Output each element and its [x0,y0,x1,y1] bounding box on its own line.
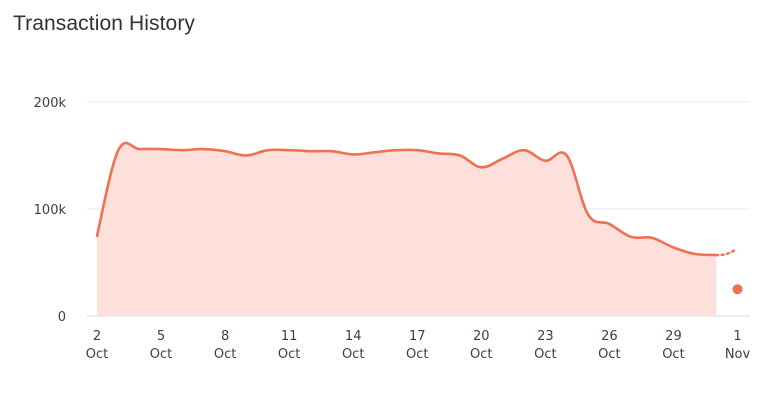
series-area [97,142,717,316]
x-tick-day: 11 [281,329,298,344]
area-layer [97,142,717,316]
x-tick-month: Oct [534,347,556,362]
x-tick-month: Oct [86,347,108,362]
x-tick: 8 Oct [214,329,236,362]
x-tick: 5 Oct [150,329,172,362]
y-axis: 0 100k 200k [34,96,67,325]
x-tick-month: Oct [406,347,428,362]
x-tick: 2 Oct [86,329,108,362]
x-tick-day: 14 [345,329,362,344]
x-tick-day: 2 [93,329,101,344]
line-layer [95,141,743,295]
y-tick-label: 200k [34,96,67,111]
x-tick: 1 Nov [725,329,751,362]
y-tick-label: 100k [34,203,67,218]
x-tick-day: 5 [157,329,165,344]
x-tick: 20 Oct [470,329,492,362]
x-tick: 11 Oct [278,329,300,362]
chart-title: Transaction History [13,12,196,35]
x-tick-day: 29 [665,329,682,344]
x-tick-day: 17 [409,329,426,344]
x-tick-month: Oct [150,347,172,362]
x-tick-month: Oct [342,347,364,362]
x-tick-month: Oct [278,347,300,362]
data-point-marker[interactable] [732,284,743,295]
x-tick: 23 Oct [534,329,556,362]
x-tick: 14 Oct [342,329,364,362]
x-tick-day: 1 [733,329,741,344]
x-tick-month: Oct [662,347,684,362]
series-projection [714,248,737,257]
x-tick-month: Oct [214,347,236,362]
x-tick: 29 Oct [662,329,684,362]
x-tick: 17 Oct [406,329,428,362]
x-tick: 26 Oct [598,329,620,362]
x-tick-day: 23 [537,329,554,344]
series-line [95,141,718,257]
x-tick-day: 8 [221,329,229,344]
x-tick-day: 26 [601,329,618,344]
x-axis: 2 Oct 5 Oct 8 Oct 11 Oct 14 Oct 17 Oct 20 Oct 23 Oct 26 O… [86,329,751,362]
x-tick-month: Oct [470,347,492,362]
y-tick-label: 0 [58,310,66,325]
x-tick-month: Oct [598,347,620,362]
x-tick-month: Nov [725,347,751,362]
x-tick-day: 20 [473,329,490,344]
